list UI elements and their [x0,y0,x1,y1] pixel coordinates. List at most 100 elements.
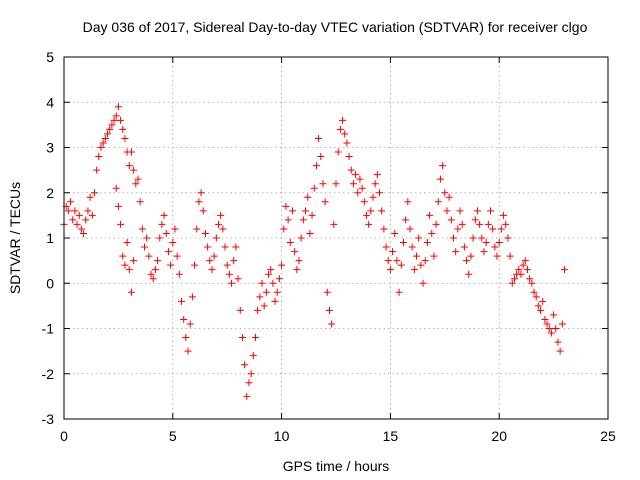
data-point [67,198,75,206]
data-point [119,252,127,260]
data-point [317,153,325,161]
data-point [406,225,414,233]
data-point [284,216,292,224]
y-tick-label: 0 [46,275,54,291]
data-point [199,207,207,215]
data-point [456,207,464,215]
data-point [169,239,177,247]
data-point [356,175,364,183]
data-point [73,220,81,228]
data-point [90,189,98,197]
data-point [212,234,220,242]
data-point [373,171,381,179]
data-point [217,211,225,219]
data-point [297,234,305,242]
data-point [358,184,366,192]
data-point [508,279,516,287]
y-axis-label: SDTVAR / TECUs [7,182,23,294]
data-point [323,288,331,296]
data-point [130,166,138,174]
data-point [195,198,203,206]
data-point [145,252,153,260]
data-point [556,347,564,355]
data-point [389,248,397,256]
data-point [271,297,279,305]
data-point [175,270,183,278]
data-point [471,216,479,224]
data-point [80,229,88,237]
data-point [539,297,547,305]
data-point [541,315,549,323]
data-point [275,275,283,283]
data-point [480,248,488,256]
data-point [484,220,492,228]
data-point [550,311,558,319]
data-point [149,275,157,283]
data-point [304,193,312,201]
data-point [365,220,373,228]
data-point [547,329,555,337]
data-point [138,225,146,233]
data-point [95,153,103,161]
data-point [143,234,151,242]
data-point [408,243,416,251]
data-point [97,144,105,151]
data-point [476,220,484,228]
data-point [193,225,201,233]
data-point [158,220,166,228]
data-point [436,175,444,183]
data-point [223,261,231,269]
data-point [454,225,462,233]
data-point [299,216,307,224]
data-point [554,338,562,346]
data-point [382,243,390,251]
data-point [69,216,77,224]
data-point [180,315,188,323]
y-tick-label: -3 [42,411,55,427]
data-point [469,234,477,242]
data-point [282,202,290,210]
data-point [528,279,536,287]
data-point [127,288,135,296]
data-point [101,134,109,142]
data-point [208,266,216,274]
data-point [452,248,460,256]
data-point [515,266,523,274]
data-point [336,125,344,133]
data-point [254,306,262,314]
data-point [106,125,114,133]
y-tick-label: -2 [42,366,55,382]
data-point [121,261,129,269]
data-point [500,211,508,219]
data-point [502,220,510,228]
data-point [230,257,238,265]
data-point [112,112,120,120]
data-point [354,189,362,197]
data-point [125,266,133,274]
data-point [393,257,401,265]
y-tick-label: 1 [46,230,54,246]
data-point [234,275,242,283]
data-point [262,288,270,296]
data-point [530,288,538,296]
data-point [493,252,501,260]
data-point [86,193,94,201]
data-point [258,279,266,287]
data-point [399,239,407,247]
data-point [273,288,281,296]
data-point [310,184,318,192]
data-point [521,257,529,265]
data-point [71,207,79,215]
data-point [260,302,268,310]
data-point [132,180,140,188]
data-point [164,248,172,256]
x-tick-label: 10 [274,428,290,444]
data-point [432,220,440,228]
data-point [532,293,540,301]
data-point [130,257,138,265]
data-point [136,198,144,206]
data-point [543,320,551,328]
data-point [378,207,386,215]
data-point [478,234,486,242]
